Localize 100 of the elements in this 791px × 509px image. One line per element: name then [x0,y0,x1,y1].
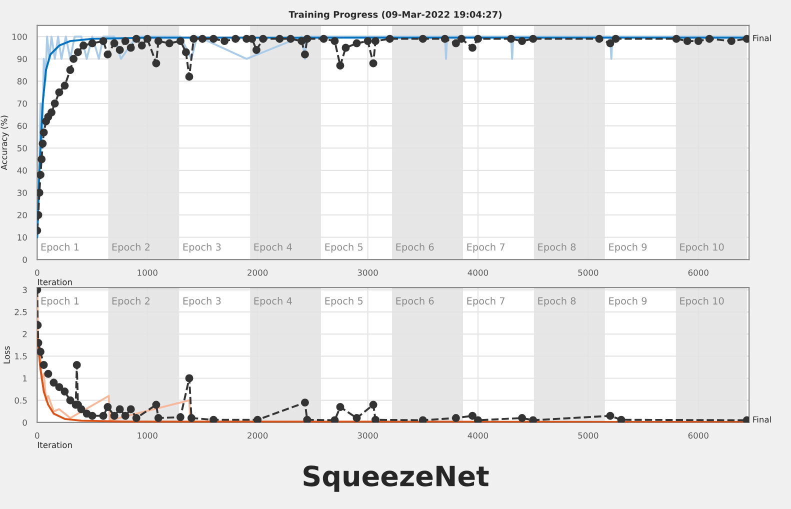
point [336,403,344,411]
point [77,405,86,414]
point [185,374,194,382]
annotation: Final [753,34,771,42]
y-tick-label: 100 [12,34,27,40]
point [518,414,526,422]
band-label: Epoch 2 [112,243,150,253]
y-tick-label: 0.5 [14,397,27,404]
band-label: Epoch 4 [254,297,292,306]
x-tick-label: 0 [35,269,40,276]
y-tick-label: 50 [17,145,27,152]
point [132,414,140,422]
point [330,416,339,422]
point [606,412,614,420]
annotation: Epoch 7 [467,297,505,306]
y-tick-label: 80 [17,78,27,84]
x-tick-label: 5000 [578,269,598,276]
x-tick-label: 3000 [358,432,378,439]
y-tick-label: 1.5 [15,353,27,360]
annotation: Epoch 1 [41,243,79,253]
band-label: Epoch 10 [680,243,724,253]
y-tick-label: 60 [17,122,27,130]
point [742,416,750,422]
x-tick-label: 4000 [468,432,488,439]
point [37,348,44,356]
point [418,416,427,422]
point [152,400,160,409]
y-tick-label: 10 [18,234,27,241]
point [352,414,361,422]
point [300,398,309,407]
point [66,396,74,404]
chart-title: Training Progress (09-Mar-2022 19:04:27) [288,10,502,20]
annotation: Epoch 9 [609,297,647,306]
band-label: Epoch 2 [112,297,150,306]
point [104,403,112,411]
point [121,412,130,420]
y-tick-label: 70 [18,100,27,107]
point [254,416,262,422]
y-tick-label: 90 [17,56,27,62]
y-tick-label: 40 [17,167,27,174]
band-label: Epoch 6 [396,297,434,306]
point [372,416,380,422]
point [50,378,58,387]
point [154,414,162,422]
y-tick-label: 2 [22,331,27,338]
point [176,413,184,422]
y-tick-label: 30 [17,190,27,196]
y-tick-label: 3 [22,286,27,294]
annotation: Epoch 5 [325,297,363,306]
point [72,360,81,369]
annotation: Epoch 3 [183,297,221,306]
x-tick-label: 3000 [358,269,378,276]
point [474,416,482,422]
point [617,416,626,422]
y-tick-label: 0 [22,419,27,426]
point [468,412,476,420]
x-tick-label: 2000 [248,269,268,276]
x-tick-label: 1000 [138,432,158,439]
y-axis-title: Loss [4,346,10,364]
band-label: Epoch 8 [538,297,576,306]
point [40,360,48,369]
point [88,412,96,420]
x-tick-label: 2000 [248,432,268,439]
band-label: Epoch 10 [680,297,724,306]
x-tick-label: 0 [35,432,40,439]
band-label: Epoch 8 [538,243,576,253]
point [60,388,69,396]
point [452,414,460,422]
annotation: Final [753,416,771,423]
point [210,416,218,422]
point [110,412,118,420]
annotation: Epoch 5 [325,243,363,253]
point [116,405,124,414]
y-tick-label: 2.5 [14,308,27,316]
x-axis-title: Iteration [38,442,72,448]
point [187,414,196,422]
x-tick-label: 5000 [578,432,598,439]
x-axis-title: Iteration [38,278,72,286]
point [126,405,135,414]
band-label: Epoch 6 [396,243,434,253]
annotation: Epoch 9 [609,243,647,253]
x-tick-label: 6000 [688,432,708,439]
band-label: Epoch 4 [254,243,292,253]
point [369,400,378,409]
x-tick-label: 6000 [688,269,708,276]
x-tick-label: 4000 [468,269,488,276]
y-axis-title: Accuracy (%) [0,116,9,170]
point [99,412,108,420]
y-tick-label: 1 [23,375,27,382]
x-tick-label: 1000 [138,269,158,276]
annotation: Epoch 7 [467,243,505,253]
y-tick-label: 20 [17,212,27,218]
point [303,416,312,422]
annotation: Epoch 1 [41,297,79,306]
y-tick-label: 0 [22,256,27,263]
annotation: Epoch 3 [183,243,221,253]
text: SqueezeNet [304,466,489,492]
point [529,416,538,422]
point [55,383,64,392]
point [44,370,52,378]
